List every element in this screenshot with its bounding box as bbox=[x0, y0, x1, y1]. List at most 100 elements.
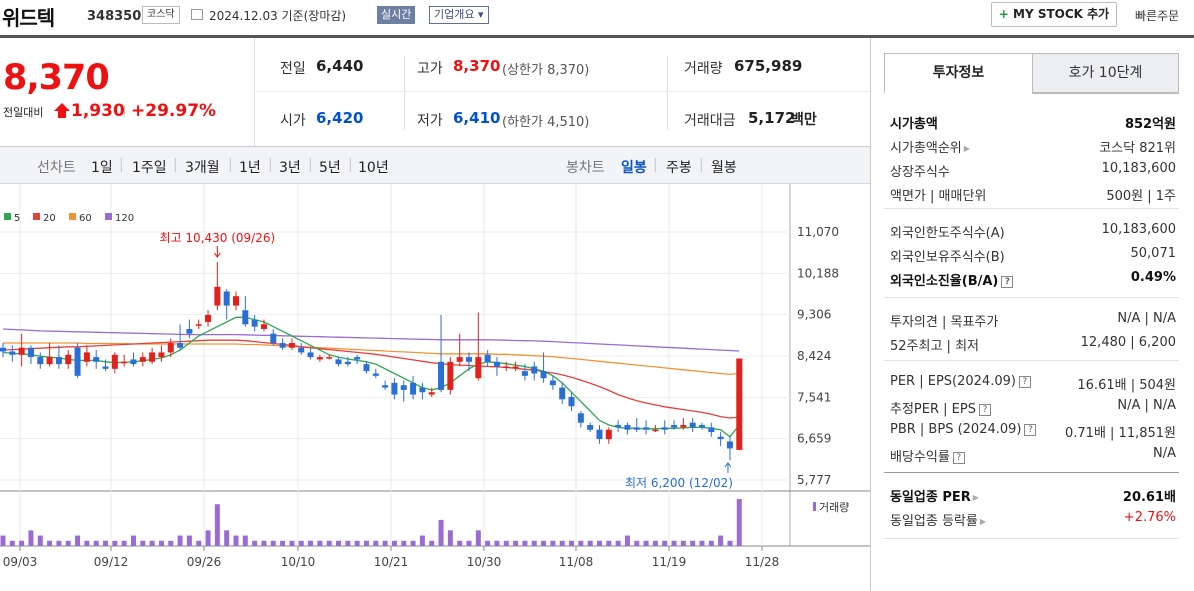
candle-monthly[interactable]: 월봉 bbox=[711, 160, 737, 176]
candle-body bbox=[680, 425, 687, 428]
volume-bar bbox=[336, 540, 342, 546]
candle-body bbox=[372, 373, 379, 376]
stock-code: 348350 bbox=[87, 9, 142, 24]
volume-bar bbox=[205, 530, 211, 546]
volume-bar bbox=[559, 540, 565, 546]
info-row: 동일업종 등락률 ▶ +2.76% bbox=[890, 508, 1176, 530]
prev-compare-label: 전일대비 bbox=[3, 106, 44, 119]
info-row-label[interactable]: 시가총액순위 ▶ bbox=[890, 141, 970, 156]
y-tick-label: 7,541 bbox=[797, 390, 831, 404]
period-5y[interactable]: 5년 bbox=[319, 160, 341, 176]
volume-bar bbox=[727, 540, 733, 546]
volume-bar bbox=[47, 540, 53, 546]
x-tick-label: 11/08 bbox=[559, 555, 594, 569]
candle-body bbox=[521, 371, 528, 376]
candle-body bbox=[540, 371, 547, 379]
candle-body bbox=[624, 425, 631, 430]
x-tick-label: 10/21 bbox=[374, 555, 409, 569]
candle-body bbox=[0, 347, 6, 352]
moving-average-ma120 bbox=[2, 328, 740, 352]
candle-weekly[interactable]: 주봉 bbox=[666, 160, 692, 176]
info-row-value: 500원 | 1주 bbox=[1106, 189, 1176, 204]
period-1d[interactable]: 1일 bbox=[91, 160, 113, 176]
current-price: 8,370 bbox=[3, 58, 110, 98]
help-icon[interactable]: ? bbox=[1018, 376, 1031, 388]
price-chart: 09/03 09/12 09/26 10/10 10/21 10/30 11/08 11/19… bbox=[0, 184, 870, 591]
info-row: PBR | BPS (2024.09)? 0.71배 | 11,851원 bbox=[890, 420, 1176, 442]
help-icon[interactable]: ? bbox=[978, 404, 991, 416]
info-row-value: 0.49% bbox=[1130, 270, 1176, 285]
candle-body bbox=[391, 382, 398, 395]
candle-body bbox=[466, 357, 472, 362]
period-3y[interactable]: 3년 bbox=[279, 160, 301, 176]
volume-bar bbox=[578, 540, 584, 546]
candle-body bbox=[251, 319, 258, 327]
info-row-value: 10,183,600 bbox=[1101, 222, 1176, 237]
help-icon[interactable]: ? bbox=[1001, 276, 1014, 288]
period-1w[interactable]: 1주일 bbox=[132, 160, 167, 176]
volume-bar bbox=[224, 530, 230, 546]
candle-body bbox=[55, 357, 62, 365]
volume-bar bbox=[690, 540, 696, 546]
quick-order-button[interactable]: 빠른주문 bbox=[1135, 9, 1180, 23]
info-row-label: 상장주식수 bbox=[890, 165, 950, 180]
stock-name: 위드텍 bbox=[2, 6, 55, 30]
legend-swatch bbox=[4, 213, 11, 220]
legend-label: 120 bbox=[115, 213, 134, 224]
candle-body bbox=[214, 286, 221, 306]
help-icon[interactable]: ? bbox=[1024, 424, 1037, 436]
help-icon[interactable]: ? bbox=[952, 452, 965, 464]
separator: | bbox=[699, 157, 704, 173]
volume-bar bbox=[37, 535, 43, 546]
y-tick-label: 9,306 bbox=[797, 308, 831, 322]
candle-body bbox=[102, 366, 109, 369]
volume-bar bbox=[541, 540, 547, 546]
candle-body bbox=[419, 387, 426, 393]
volume-bar bbox=[326, 540, 332, 546]
info-row-value: N/A | N/A bbox=[1117, 311, 1176, 326]
candle-body bbox=[568, 396, 575, 407]
candle-body bbox=[475, 357, 482, 379]
info-row-label: 배당수익률? bbox=[890, 446, 965, 465]
line-chart-label[interactable]: 선차트 bbox=[37, 160, 76, 176]
moving-average-ma60 bbox=[3, 342, 740, 376]
volume-bar bbox=[708, 540, 714, 546]
candle-body bbox=[699, 425, 705, 428]
candle-chart-label[interactable]: 봉차트 bbox=[566, 160, 605, 176]
x-tick-label: 09/12 bbox=[94, 555, 129, 569]
legend-label: 20 bbox=[43, 213, 56, 224]
volume-bar bbox=[680, 540, 686, 546]
high-arrow-head bbox=[213, 252, 221, 258]
volume-bar bbox=[280, 540, 286, 546]
volume-bar bbox=[270, 540, 276, 546]
tab-investment-info[interactable]: 투자정보 bbox=[884, 53, 1033, 93]
volume-bar bbox=[531, 540, 537, 546]
candle-body bbox=[363, 364, 370, 372]
chevron-right-icon: ▶ bbox=[972, 493, 979, 502]
tab-orderbook[interactable]: 호가 10단계 bbox=[1032, 53, 1179, 93]
realtime-button[interactable]: 실시간 bbox=[377, 6, 416, 24]
info-row-label[interactable]: 동일업종 PER ▶ bbox=[890, 490, 979, 505]
info-row: 시가총액순위 ▶ 코스닥 821위 bbox=[890, 135, 1176, 157]
period-3m[interactable]: 3개월 bbox=[185, 160, 220, 176]
period-10y[interactable]: 10년 bbox=[358, 160, 389, 176]
stock-header: 위드텍 348350 코스닥 2024.12.03 기준(장마감) 실시간 기업… bbox=[0, 0, 1194, 38]
volume-bar bbox=[186, 535, 192, 546]
y-tick-label: 10,188 bbox=[797, 266, 839, 280]
volume-bar bbox=[289, 540, 295, 546]
separator: | bbox=[268, 157, 273, 173]
candle-daily[interactable]: 일봉 bbox=[621, 160, 647, 176]
candle-body bbox=[316, 357, 323, 360]
volume-bar bbox=[457, 540, 463, 546]
info-row-label: 액면가 | 매매단위 bbox=[890, 189, 987, 204]
volume-bar bbox=[130, 535, 136, 546]
lower-limit: (하한가 4,510) bbox=[502, 115, 590, 130]
info-row-label[interactable]: 동일업종 등락률 ▶ bbox=[890, 514, 987, 529]
info-row-value: N/A bbox=[1153, 446, 1176, 461]
company-overview-button[interactable]: 기업개요 ▾ bbox=[429, 6, 489, 24]
my-stock-add-button[interactable]: + MY STOCK 추가 bbox=[991, 2, 1117, 27]
separator: | bbox=[348, 157, 353, 173]
info-row-label: 외국인보유주식수(B) bbox=[890, 250, 1005, 265]
divider bbox=[1032, 93, 1179, 94]
period-1y[interactable]: 1년 bbox=[239, 160, 261, 176]
